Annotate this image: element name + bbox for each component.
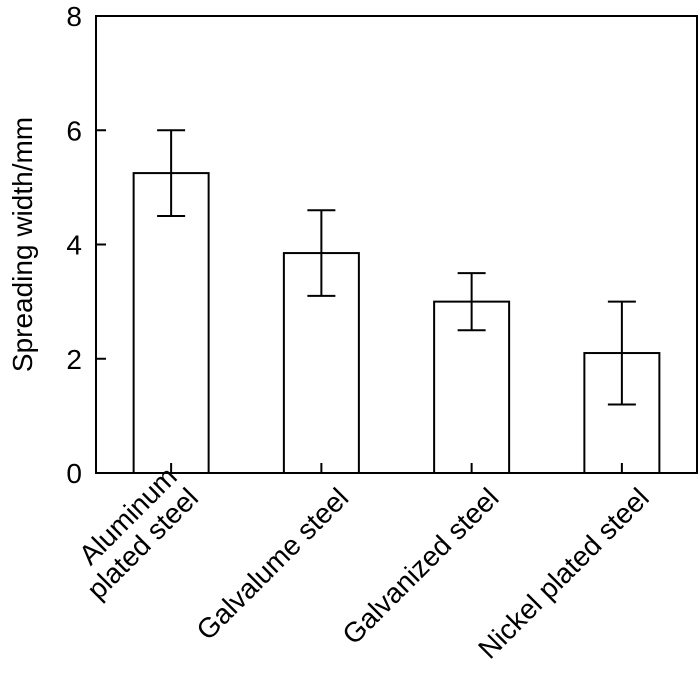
y-tick-label: 2 <box>66 344 82 375</box>
y-tick-label: 0 <box>66 458 82 489</box>
x-category-label: Galvanized steel <box>336 482 504 650</box>
y-axis-label: Spreading width/mm <box>7 117 38 372</box>
x-category-label-line: Galvalume steel <box>190 482 354 646</box>
bar <box>583 352 661 475</box>
y-tick-label: 4 <box>66 230 82 261</box>
x-category-label-line: Nickel plated steel <box>472 482 655 665</box>
bar <box>132 172 210 474</box>
y-tick-label: 6 <box>66 115 82 146</box>
x-category-label: Galvalume steel <box>190 482 354 646</box>
y-tick-label: 8 <box>66 1 82 32</box>
x-category-label-line: Galvanized steel <box>336 482 504 650</box>
x-category-label: Nickel plated steel <box>472 482 655 665</box>
